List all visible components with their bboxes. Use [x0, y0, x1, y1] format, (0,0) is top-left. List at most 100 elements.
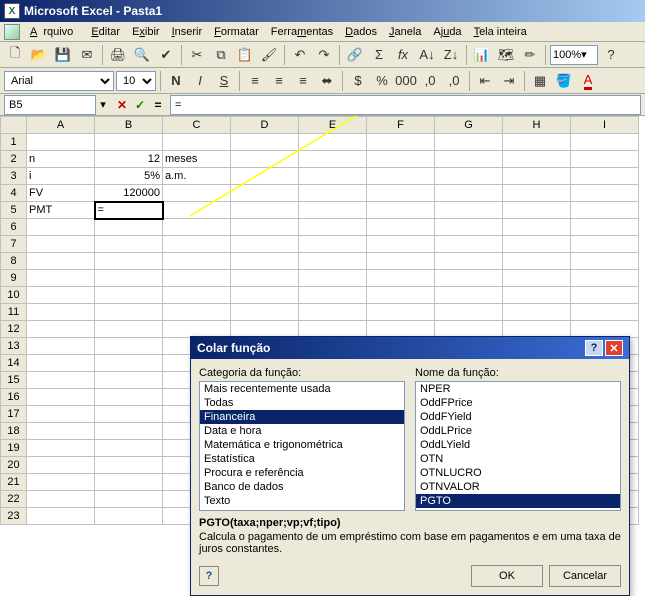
category-item[interactable]: Matemática e trigonométrica	[200, 438, 404, 452]
cell-B20[interactable]	[95, 457, 163, 474]
undo-icon[interactable]: ↶	[289, 44, 311, 66]
menu-window[interactable]: Janela	[383, 24, 427, 40]
cell-D12[interactable]	[231, 321, 299, 338]
cell-A2[interactable]: n	[27, 151, 95, 168]
cell-B7[interactable]	[95, 236, 163, 253]
cell-D10[interactable]	[231, 287, 299, 304]
function-item[interactable]: NPER	[416, 382, 620, 396]
cell-G5[interactable]	[435, 202, 503, 219]
col-header-H[interactable]: H	[503, 117, 571, 134]
cell-A19[interactable]	[27, 440, 95, 457]
function-item[interactable]: OTNVALOR	[416, 480, 620, 494]
cell-G12[interactable]	[435, 321, 503, 338]
function-item[interactable]: OddLYield	[416, 438, 620, 452]
row-header-11[interactable]: 11	[1, 304, 27, 321]
cell-C1[interactable]	[163, 134, 231, 151]
italic-icon[interactable]: I	[189, 70, 211, 92]
cell-A9[interactable]	[27, 270, 95, 287]
merge-icon[interactable]: ⬌	[316, 70, 338, 92]
dialog-help-icon[interactable]: ?	[585, 340, 603, 356]
function-item[interactable]: PGTO	[416, 494, 620, 508]
col-header-F[interactable]: F	[367, 117, 435, 134]
cell-H8[interactable]	[503, 253, 571, 270]
sort-asc-icon[interactable]: A↓	[416, 44, 438, 66]
cell-G6[interactable]	[435, 219, 503, 236]
cell-F7[interactable]	[367, 236, 435, 253]
cell-I4[interactable]	[571, 185, 639, 202]
currency-icon[interactable]: $	[347, 70, 369, 92]
row-header-22[interactable]: 22	[1, 491, 27, 508]
col-header-I[interactable]: I	[571, 117, 639, 134]
menu-edit[interactable]: Editar	[85, 24, 126, 40]
cell-D7[interactable]	[231, 236, 299, 253]
cell-B8[interactable]	[95, 253, 163, 270]
worksheet-grid[interactable]: ABCDEFGHI12n12meses3i5%a.m.4FV1200005PMT…	[0, 116, 645, 525]
cell-B11[interactable]	[95, 304, 163, 321]
cell-G8[interactable]	[435, 253, 503, 270]
row-header-6[interactable]: 6	[1, 219, 27, 236]
cell-H12[interactable]	[503, 321, 571, 338]
cell-F6[interactable]	[367, 219, 435, 236]
cell-E11[interactable]	[299, 304, 367, 321]
cell-D2[interactable]	[231, 151, 299, 168]
menu-fullscreen[interactable]: Tela inteira	[468, 24, 533, 40]
cell-A13[interactable]	[27, 338, 95, 355]
format-painter-icon[interactable]: 🖌	[258, 44, 280, 66]
cell-B12[interactable]	[95, 321, 163, 338]
open-icon[interactable]: 📂	[28, 44, 50, 66]
cell-B5[interactable]: =	[95, 202, 163, 219]
cell-A6[interactable]	[27, 219, 95, 236]
cell-G1[interactable]	[435, 134, 503, 151]
cell-A15[interactable]	[27, 372, 95, 389]
function-item[interactable]: OTN	[416, 452, 620, 466]
category-item[interactable]: Texto	[200, 494, 404, 508]
category-item[interactable]: Todas	[200, 396, 404, 410]
font-size-select[interactable]: 10	[116, 71, 156, 91]
cell-B9[interactable]	[95, 270, 163, 287]
cell-B19[interactable]	[95, 440, 163, 457]
sort-desc-icon[interactable]: Z↓	[440, 44, 462, 66]
cell-B15[interactable]	[95, 372, 163, 389]
cell-E5[interactable]	[299, 202, 367, 219]
cell-G4[interactable]	[435, 185, 503, 202]
cell-A3[interactable]: i	[27, 168, 95, 185]
cell-B22[interactable]	[95, 491, 163, 508]
category-item[interactable]: Mais recentemente usada	[200, 382, 404, 396]
borders-icon[interactable]: ▦	[529, 70, 551, 92]
cell-F11[interactable]	[367, 304, 435, 321]
cell-H5[interactable]	[503, 202, 571, 219]
paste-icon[interactable]: 📋	[234, 44, 256, 66]
cell-C4[interactable]	[163, 185, 231, 202]
preview-icon[interactable]: 🔍	[131, 44, 153, 66]
cell-E1[interactable]	[299, 134, 367, 151]
cell-I3[interactable]	[571, 168, 639, 185]
cell-A1[interactable]	[27, 134, 95, 151]
category-list[interactable]: Mais recentemente usadaTodasFinanceiraDa…	[199, 381, 405, 511]
cell-C9[interactable]	[163, 270, 231, 287]
cell-A21[interactable]	[27, 474, 95, 491]
align-center-icon[interactable]: ≡	[268, 70, 290, 92]
cell-F10[interactable]	[367, 287, 435, 304]
cell-C12[interactable]	[163, 321, 231, 338]
cell-H2[interactable]	[503, 151, 571, 168]
cell-D3[interactable]	[231, 168, 299, 185]
help-icon[interactable]: ?	[600, 44, 622, 66]
formula-bar[interactable]: =	[170, 95, 641, 115]
category-item[interactable]: Lógica	[200, 508, 404, 511]
row-header-15[interactable]: 15	[1, 372, 27, 389]
cell-B18[interactable]	[95, 423, 163, 440]
category-item[interactable]: Banco de dados	[200, 480, 404, 494]
dialog-titlebar[interactable]: Colar função ? ✕	[191, 337, 629, 359]
cell-H1[interactable]	[503, 134, 571, 151]
zoom-select[interactable]: 100% ▾	[550, 45, 598, 65]
row-header-14[interactable]: 14	[1, 355, 27, 372]
dialog-help-button[interactable]: ?	[199, 566, 219, 586]
cell-E12[interactable]	[299, 321, 367, 338]
cell-F5[interactable]	[367, 202, 435, 219]
cell-B16[interactable]	[95, 389, 163, 406]
cell-B13[interactable]	[95, 338, 163, 355]
cell-F12[interactable]	[367, 321, 435, 338]
row-header-12[interactable]: 12	[1, 321, 27, 338]
cell-A10[interactable]	[27, 287, 95, 304]
function-item[interactable]: OddFPrice	[416, 396, 620, 410]
